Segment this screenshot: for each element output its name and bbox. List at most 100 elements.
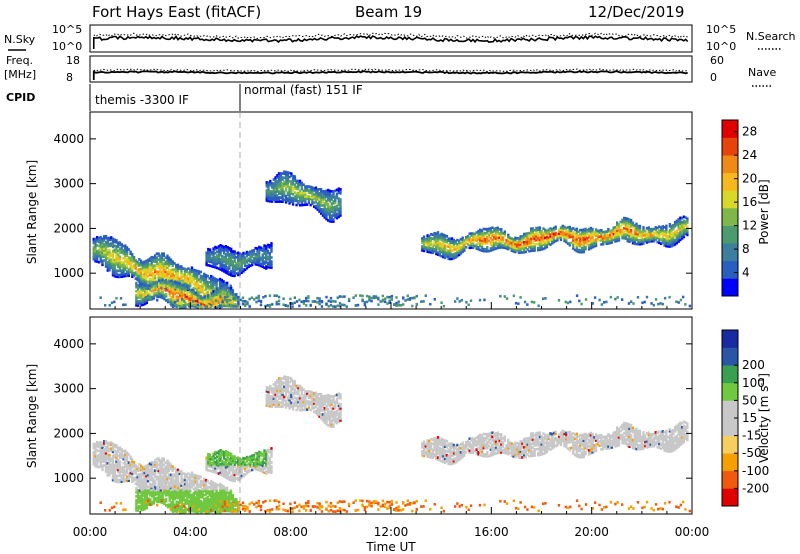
- power-cell: [99, 250, 102, 253]
- power-cell: [199, 290, 202, 294]
- power-cell: [610, 235, 614, 238]
- power-cell: [235, 305, 238, 308]
- power-cell: [614, 240, 617, 243]
- power-cell: [561, 228, 564, 232]
- power-cell: [276, 184, 279, 187]
- power-cell: [461, 246, 464, 250]
- power-cell: [103, 235, 106, 238]
- power-cell: [217, 257, 221, 260]
- velocity-cell: [127, 453, 130, 456]
- velocity-cell: [177, 492, 180, 496]
- power-cell: [438, 242, 442, 245]
- power-cell: [120, 263, 123, 266]
- power-cell: [508, 236, 512, 240]
- velocity-cell: [106, 443, 109, 447]
- power-cell: [115, 257, 118, 260]
- power-cell: [500, 232, 503, 235]
- power-cell: [300, 181, 304, 185]
- power-cell: [422, 245, 426, 249]
- velocity-cell: [183, 478, 187, 482]
- power-cell: [670, 234, 673, 238]
- power-cell: [170, 287, 173, 291]
- power-cell: [637, 228, 640, 232]
- velocity-cell: [168, 465, 171, 469]
- power-cell: [265, 185, 268, 188]
- power-cell: [185, 278, 188, 281]
- power-cell: [142, 293, 145, 296]
- power-cell: [314, 186, 318, 190]
- power-cell: [665, 240, 668, 244]
- power-cell: [598, 229, 601, 232]
- velocity-cell: [120, 478, 123, 481]
- power-cell: [94, 259, 97, 263]
- power-cell: [242, 259, 245, 263]
- power-cell: [194, 305, 198, 309]
- power-cell: [334, 197, 337, 201]
- power-cell: [161, 256, 164, 260]
- power-cell: [110, 264, 113, 268]
- power-cell: [166, 254, 169, 258]
- velocity-cell: [171, 477, 174, 481]
- power-cell: [327, 219, 330, 222]
- power-cell: [247, 257, 250, 261]
- velocity-cell: [187, 490, 190, 494]
- power-cell: [325, 295, 328, 299]
- power-cell: [277, 178, 281, 181]
- power-cell: [530, 229, 533, 233]
- power-cell: [145, 269, 148, 273]
- power-cell: [633, 224, 636, 227]
- power-cell: [670, 224, 673, 228]
- power-cell: [298, 298, 301, 302]
- power-cell: [297, 195, 300, 199]
- power-cell: [436, 231, 440, 234]
- power-cell: [101, 237, 104, 241]
- power-cell: [533, 229, 536, 232]
- power-cell: [108, 252, 111, 256]
- velocity-cell: [111, 472, 115, 476]
- power-cell: [180, 296, 184, 299]
- power-cell: [108, 236, 111, 240]
- power-cell: [187, 286, 191, 290]
- power-cell: [337, 203, 340, 207]
- velocity-cell: [99, 448, 102, 452]
- power-cell: [435, 242, 438, 246]
- power-cell: [213, 305, 217, 309]
- velocity-cell: [101, 456, 104, 460]
- power-cell: [108, 266, 111, 270]
- power-cell: [171, 276, 174, 280]
- power-cell: [154, 274, 157, 278]
- power-cell: [591, 231, 594, 235]
- power-cell: [682, 219, 686, 223]
- power-cell: [654, 298, 658, 301]
- power-cell: [594, 234, 598, 237]
- power-cell: [146, 260, 150, 264]
- power-cell: [129, 250, 132, 254]
- power-cell: [263, 250, 266, 253]
- power-cell: [442, 255, 445, 259]
- power-cell: [182, 281, 185, 285]
- power-cell: [159, 264, 162, 268]
- power-cell: [521, 235, 524, 238]
- power-cell: [424, 239, 427, 243]
- power-cell: [135, 283, 138, 287]
- power-cell: [580, 232, 584, 236]
- velocity-cell: [211, 489, 215, 492]
- power-cell: [658, 237, 661, 241]
- power-cell: [663, 232, 666, 235]
- velocity-cell: [170, 488, 173, 492]
- power-cell: [147, 292, 150, 295]
- power-cell: [266, 304, 269, 307]
- power-cell: [330, 198, 333, 201]
- power-cell: [270, 260, 273, 263]
- power-cell: [207, 304, 210, 307]
- power-cell: [496, 226, 499, 230]
- power-cell: [143, 294, 147, 298]
- power-cell: [233, 250, 236, 253]
- velocity-cell: [165, 490, 168, 493]
- power-cell: [104, 261, 108, 264]
- power-cell: [512, 242, 515, 245]
- power-cell: [545, 241, 549, 245]
- power-cell: [654, 228, 657, 231]
- power-cell: [127, 260, 130, 263]
- power-cell: [395, 304, 398, 308]
